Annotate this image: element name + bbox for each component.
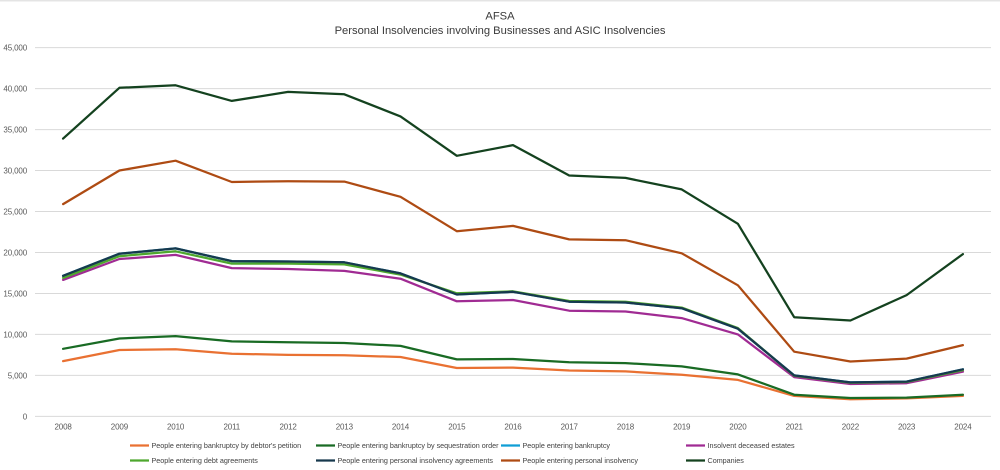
- svg-text:People entering bankruptcy: People entering bankruptcy: [523, 441, 611, 450]
- svg-text:2016: 2016: [504, 423, 522, 432]
- svg-text:2014: 2014: [392, 423, 410, 432]
- svg-text:2022: 2022: [842, 423, 860, 432]
- svg-text:20,000: 20,000: [3, 248, 27, 257]
- svg-text:2010: 2010: [167, 423, 185, 432]
- svg-text:5,000: 5,000: [8, 371, 28, 380]
- svg-text:2021: 2021: [786, 423, 804, 432]
- svg-text:People entering debt agreement: People entering debt agreements: [152, 456, 259, 465]
- svg-text:Companies: Companies: [708, 456, 745, 465]
- svg-text:People entering personal insol: People entering personal insolvency agre…: [338, 456, 494, 465]
- svg-text:0: 0: [23, 412, 28, 421]
- svg-text:2009: 2009: [111, 423, 129, 432]
- svg-text:2017: 2017: [561, 423, 579, 432]
- svg-text:2008: 2008: [54, 423, 72, 432]
- svg-text:2019: 2019: [673, 423, 691, 432]
- svg-text:2011: 2011: [223, 423, 240, 432]
- svg-text:People entering personal insol: People entering personal insolvency: [523, 456, 639, 465]
- svg-text:2012: 2012: [279, 423, 297, 432]
- svg-text:2013: 2013: [336, 423, 354, 432]
- svg-text:30,000: 30,000: [3, 166, 27, 175]
- svg-text:Personal Insolvencies involvin: Personal Insolvencies involving Business…: [335, 25, 666, 37]
- svg-text:2024: 2024: [954, 423, 972, 432]
- svg-text:2020: 2020: [729, 423, 747, 432]
- svg-text:15,000: 15,000: [3, 289, 27, 298]
- svg-text:AFSA: AFSA: [485, 10, 515, 22]
- svg-text:2018: 2018: [617, 423, 635, 432]
- svg-text:40,000: 40,000: [3, 85, 27, 94]
- svg-text:2015: 2015: [448, 423, 466, 432]
- svg-text:10,000: 10,000: [3, 330, 27, 339]
- svg-text:People entering bankruptcy by: People entering bankruptcy by sequestrat…: [338, 441, 500, 450]
- svg-text:Insolvent deceased estates: Insolvent deceased estates: [708, 441, 796, 450]
- svg-text:45,000: 45,000: [3, 44, 27, 53]
- svg-text:People entering bankruptcy by: People entering bankruptcy by debtor's p…: [152, 441, 302, 450]
- svg-text:35,000: 35,000: [3, 126, 27, 135]
- svg-text:2023: 2023: [898, 423, 916, 432]
- svg-text:25,000: 25,000: [3, 207, 27, 216]
